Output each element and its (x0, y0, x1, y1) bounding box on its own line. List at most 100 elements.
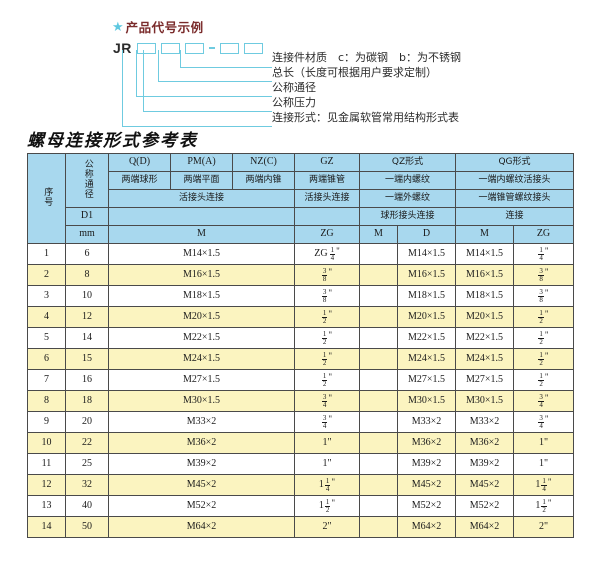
cell-bore: 12 (65, 306, 109, 328)
callout-connection-type: 连接形式：见金属软管常用结构形式表 (272, 111, 459, 124)
cell-thread-m: M18×1.5 (108, 285, 295, 307)
code-box-2 (160, 42, 180, 54)
header-group-qz: QZ形式 (359, 153, 456, 172)
cell-gz: 2" (294, 516, 360, 538)
table-row: 12 32 M45×2 1 1 4 " M45×2 M45×2 1 1 4 " (27, 474, 574, 496)
header-unit-qz-m: M (359, 225, 398, 244)
cell-qz-d: M30×1.5 (397, 390, 456, 412)
cell-qg-m: M64×2 (455, 516, 514, 538)
cell-thread-m: M64×2 (108, 516, 295, 538)
cell-qz-d: M64×2 (397, 516, 456, 538)
leader-line-v-2d (143, 50, 145, 112)
cell-seq: 2 (27, 264, 66, 286)
cell-bore: 18 (65, 390, 109, 412)
cell-gz: ZG 1 4 " (294, 243, 360, 265)
cell-thread-m: M33×2 (108, 411, 295, 433)
cell-gz: 1 1 2 " (294, 495, 360, 517)
leader-line-h-2 (143, 111, 272, 113)
cell-qg-m: M33×2 (455, 411, 514, 433)
cell-qz-m (359, 285, 398, 307)
cell-qg-zg: 3 4 " (513, 411, 574, 433)
leader-line-h-1 (122, 126, 272, 128)
cell-bore: 20 (65, 411, 109, 433)
cell-seq: 1 (27, 243, 66, 265)
callout-material: 连接件材质 c：为碳钢 b：为不锈钢 (272, 51, 462, 64)
cell-qg-zg: 1 1 4 " (513, 474, 574, 496)
cell-qz-d: M14×1.5 (397, 243, 456, 265)
cell-qg-zg: 3 8 " (513, 285, 574, 307)
leader-line-h-3 (136, 96, 272, 98)
header-gz-desc: 两端锥管 (294, 171, 360, 190)
cell-gz: 3 4 " (294, 390, 360, 412)
cell-qz-m (359, 348, 398, 370)
table-row: 7 16 M27×1.5 1 2 " M27×1.5 M27×1.5 1 2 " (27, 369, 574, 391)
cell-thread-m: M36×2 (108, 432, 295, 454)
cell-qg-m: M20×1.5 (455, 306, 514, 328)
cell-qg-m: M36×2 (455, 432, 514, 454)
cell-gz: 1 2 " (294, 348, 360, 370)
cell-qz-d: M33×2 (397, 411, 456, 433)
table-row: 13 40 M52×2 1 1 2 " M52×2 M52×2 1 1 2 " (27, 495, 574, 517)
cell-seq: 5 (27, 327, 66, 349)
header-pm-desc: 两端平面 (170, 171, 233, 190)
leader-line-v-1 (122, 50, 124, 127)
header-qg-desc2: 一端锥管螺纹接头 (455, 189, 574, 208)
table-body: 1 6 M14×1.5 ZG 1 4 " M14×1.5 M14×1.5 1 4 " 2 8 M16×1.5… (27, 243, 574, 538)
cell-gz: 1" (294, 453, 360, 475)
cell-qg-m: M52×2 (455, 495, 514, 517)
table-row: 9 20 M33×2 3 4 " M33×2 M33×2 3 4 " (27, 411, 574, 433)
cell-qz-m (359, 306, 398, 328)
cell-qz-m (359, 432, 398, 454)
leader-line-h-5 (180, 67, 272, 69)
header-d1: D1 (65, 207, 109, 226)
cell-thread-m: M27×1.5 (108, 369, 295, 391)
table-row: 5 14 M22×1.5 1 2 " M22×1.5 M22×1.5 1 2 " (27, 327, 574, 349)
cell-qz-m (359, 264, 398, 286)
header-seq: 序号 (27, 153, 66, 244)
cell-qz-d: M16×1.5 (397, 264, 456, 286)
header-group-qg: QG形式 (455, 153, 574, 172)
cell-gz: 1 2 " (294, 306, 360, 328)
header-unit-m: M (108, 225, 295, 244)
cell-qz-d: M36×2 (397, 432, 456, 454)
cell-thread-m: M39×2 (108, 453, 295, 475)
cell-bore: 6 (65, 243, 109, 265)
header-gz-blank (294, 207, 360, 226)
header-group-pm: PM(A) (170, 153, 233, 172)
header-qz-desc1: 一端内螺纹 (359, 171, 456, 190)
cell-qg-zg: 3 8 " (513, 264, 574, 286)
header-qz-desc2: 一端外螺纹 (359, 189, 456, 208)
code-box-5 (243, 42, 263, 54)
header-qg-desc1: 一端内螺纹活接头 (455, 171, 574, 190)
code-example-heading: 产品代号示例 (125, 20, 204, 35)
table-row: 8 18 M30×1.5 3 4 " M30×1.5 M30×1.5 3 4 " (27, 390, 574, 412)
cell-thread-m: M45×2 (108, 474, 295, 496)
header-group-nz: NZ(C) (232, 153, 295, 172)
cell-thread-m: M16×1.5 (108, 264, 295, 286)
header-qz-desc3: 球形接头连接 (359, 207, 456, 226)
cell-qz-m (359, 516, 398, 538)
header-nominal-bore: 公称通径 (65, 153, 109, 208)
leader-line-v-4 (158, 50, 160, 82)
cell-qg-zg: 1 2 " (513, 327, 574, 349)
leader-line-h-4 (158, 81, 272, 83)
table-row: 4 12 M20×1.5 1 2 " M20×1.5 M20×1.5 1 2 " (27, 306, 574, 328)
cell-qg-m: M39×2 (455, 453, 514, 475)
cell-seq: 6 (27, 348, 66, 370)
cell-bore: 8 (65, 264, 109, 286)
cell-seq: 12 (27, 474, 66, 496)
cell-qg-zg: 1 2 " (513, 306, 574, 328)
cell-qz-d: M52×2 (397, 495, 456, 517)
code-example-heading-row: ★ 产品代号示例 (112, 17, 204, 36)
cell-qz-d: M39×2 (397, 453, 456, 475)
cell-qg-m: M16×1.5 (455, 264, 514, 286)
cell-qz-m (359, 243, 398, 265)
cell-qz-m (359, 327, 398, 349)
cell-qg-m: M45×2 (455, 474, 514, 496)
cell-bore: 14 (65, 327, 109, 349)
cell-gz: 3 4 " (294, 411, 360, 433)
leader-line-v-5 (180, 50, 182, 68)
cell-bore: 50 (65, 516, 109, 538)
cell-bore: 16 (65, 369, 109, 391)
header-gz-desc2: 活接头连接 (294, 189, 360, 208)
